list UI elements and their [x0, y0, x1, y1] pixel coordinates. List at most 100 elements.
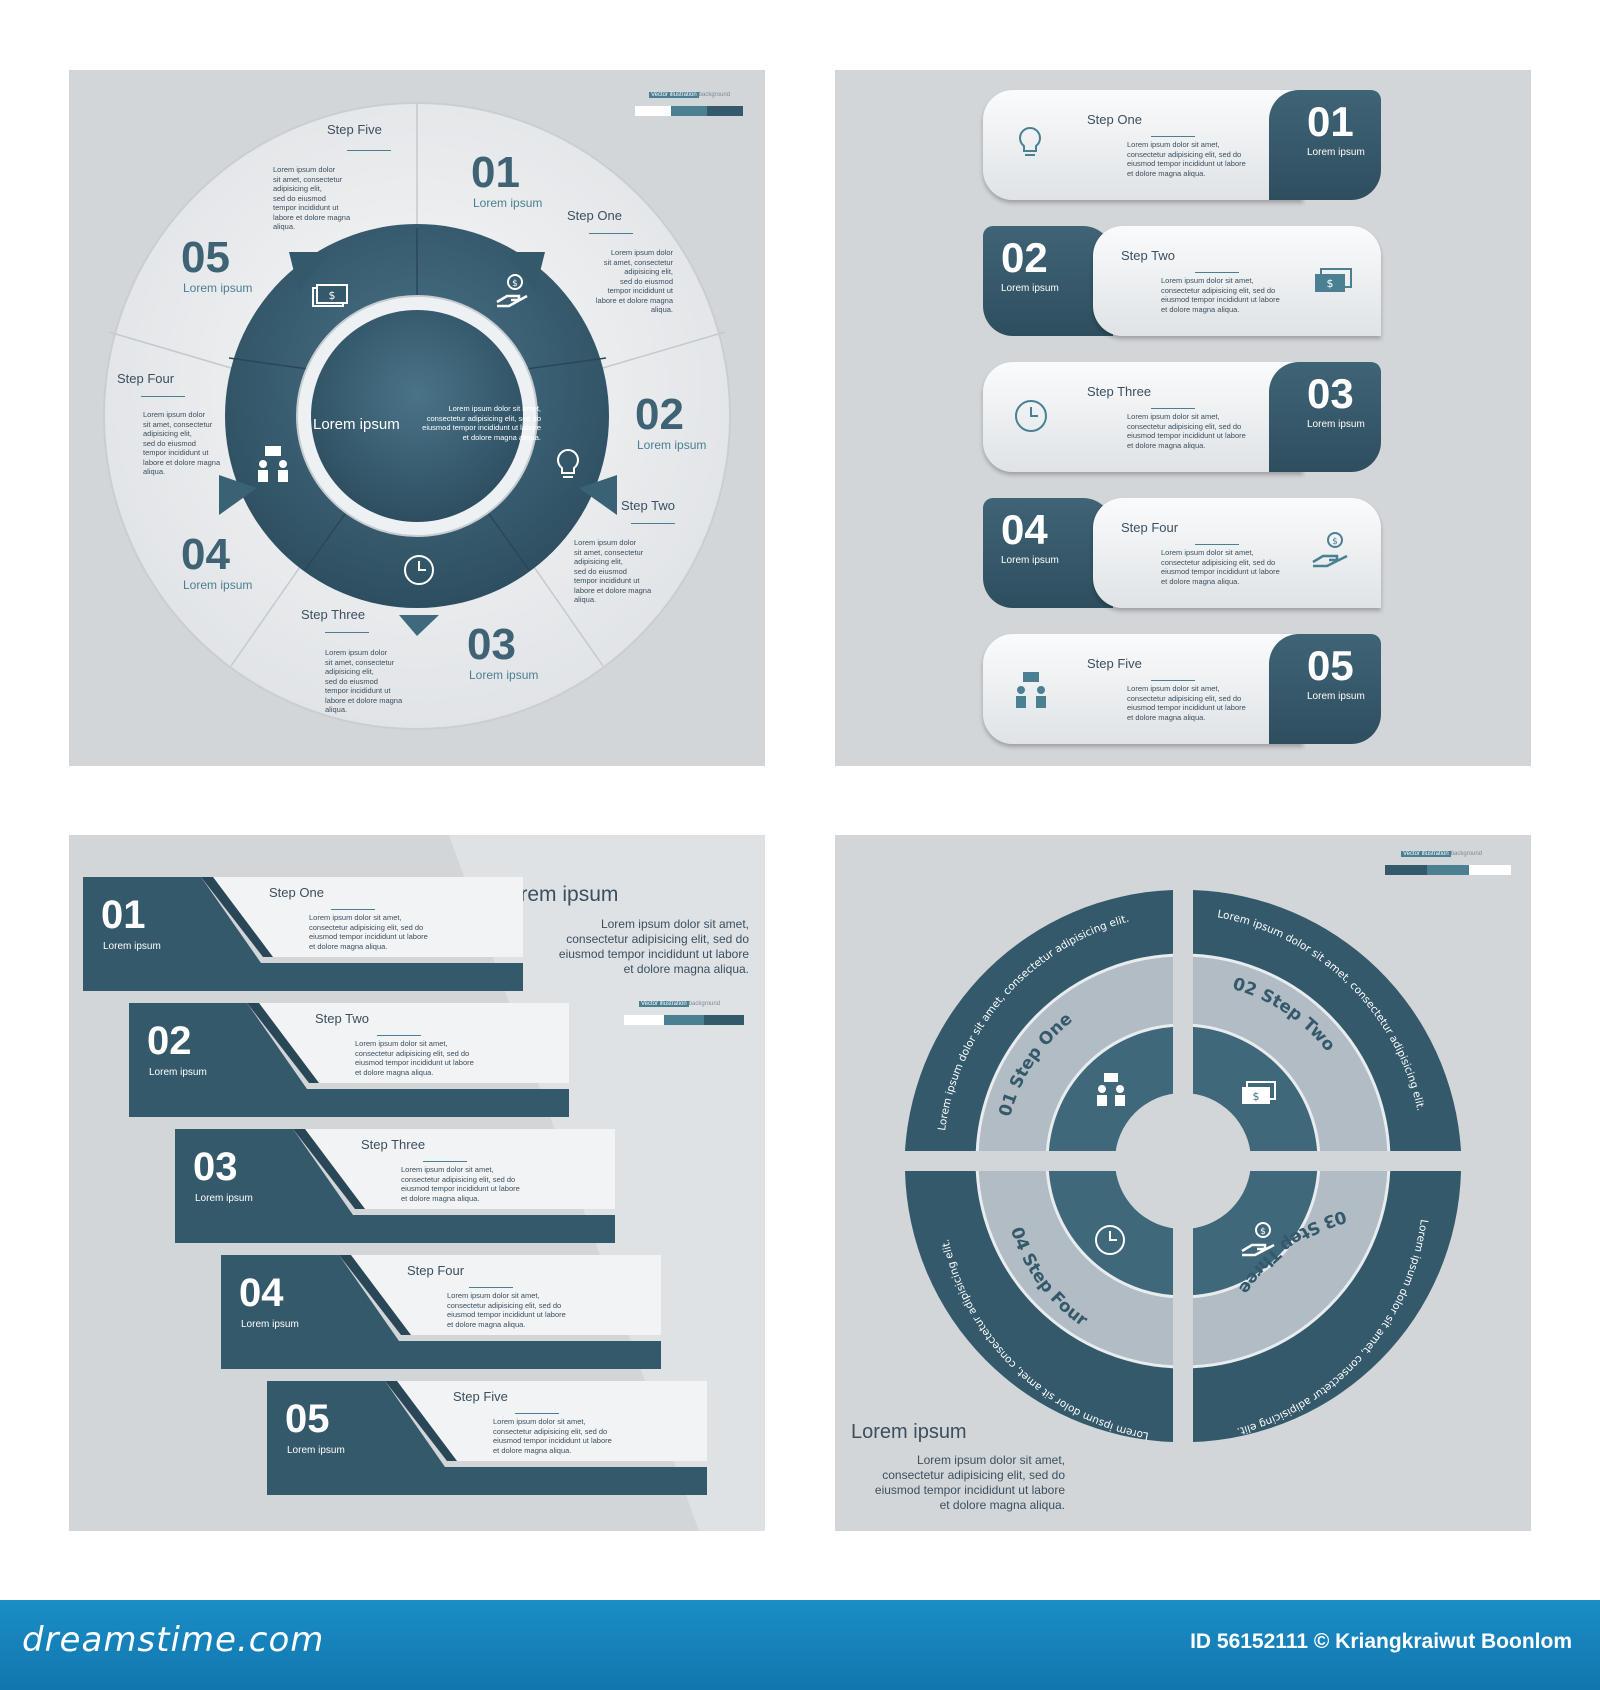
step-05-body: Lorem ipsum dolor sit amet, consectetur ad…	[273, 165, 351, 231]
quadrant-diagram: Lorem ipsum dolor sit amet, consectetur …	[895, 875, 1475, 1455]
row-02-tab	[983, 226, 1113, 336]
row-03-body: Lorem ipsum dolor sit amet, consectetur a…	[1127, 412, 1246, 450]
heading: Lorem ipsum	[851, 1421, 967, 1443]
money-icon: $	[1311, 266, 1355, 301]
row-05-body: Lorem ipsum dolor sit amet, consectetur a…	[493, 1417, 612, 1455]
step-05-sub: Lorem ipsum	[183, 281, 253, 295]
row-04-card	[1093, 498, 1381, 608]
hand-coin-icon: $	[493, 272, 533, 317]
row-04-number: 04	[239, 1271, 284, 1315]
step-02-body: Lorem ipsum dolor sit amet, consectetur ad…	[574, 538, 652, 604]
staircase-banners-panel: Lorem ipsum Lorem ipsum dolor sit amet, c…	[69, 835, 765, 1531]
row-05-card	[983, 634, 1303, 744]
step-05-number: 05	[181, 233, 230, 282]
banner-row-04	[221, 1255, 661, 1369]
row-04-sub: Lorem ipsum	[241, 1319, 299, 1330]
heading-body: Lorem ipsum dolor sit amet, consectetur a…	[558, 917, 749, 976]
step-03-number: 03	[467, 620, 516, 669]
row-01-title: Step One	[269, 885, 324, 900]
row-02-title: Step Two	[1121, 248, 1175, 263]
step-01-number: 01	[471, 148, 520, 197]
row-04-body: Lorem ipsum dolor sit amet, consectetur a…	[447, 1291, 566, 1329]
footer-brand[interactable]: dreamstime.com	[22, 1620, 325, 1660]
row-02-body: Lorem ipsum dolor sit amet, consectetur a…	[355, 1039, 474, 1077]
row-04-body: Lorem ipsum dolor sit amet, consectetur a…	[1161, 548, 1280, 586]
row-04-sub: Lorem ipsum	[1001, 555, 1059, 566]
row-01-title: Step One	[1087, 112, 1142, 127]
step-01-body: Lorem ipsum dolor sit amet, consectetur ad…	[595, 248, 673, 314]
row-04-number: 04	[1001, 506, 1048, 553]
row-01-body: Lorem ipsum dolor sit amet, consectetur a…	[309, 913, 428, 951]
step-05-title: Step Five	[327, 122, 382, 137]
tab-cards-panel: 01 Lorem ipsum Step One Lorem ipsum dolo…	[835, 70, 1531, 766]
step-01-title: Step One	[567, 208, 622, 223]
banner-row-01	[83, 877, 523, 991]
row-02-number: 02	[1001, 234, 1048, 281]
step-04-body: Lorem ipsum dolor sit amet, consectetur ad…	[143, 410, 221, 476]
row-03-sub: Lorem ipsum	[1307, 419, 1365, 430]
step-02-title: Step Two	[621, 498, 675, 513]
money-icon: $	[309, 282, 349, 317]
row-03-title: Step Three	[361, 1137, 426, 1152]
center-disc	[311, 310, 523, 522]
center-title: Lorem ipsum	[313, 416, 400, 433]
row-02-title: Step Two	[315, 1011, 369, 1026]
step-03-title: Step Three	[301, 607, 366, 622]
quadrant-circle-panel: Lorem ipsum dolor sit amet, consectetur …	[835, 835, 1531, 1531]
row-03-body: Lorem ipsum dolor sit amet, consectetur a…	[401, 1165, 520, 1203]
row-01-number: 01	[1307, 98, 1354, 145]
center-body: Lorem ipsum dolor sit amet, consectetur a…	[422, 404, 541, 442]
row-02-sub: Lorem ipsum	[1001, 283, 1059, 294]
row-01-sub: Lorem ipsum	[103, 941, 161, 952]
segment-dividers	[108, 103, 726, 667]
legend-label: Vector illustration background	[1401, 851, 1483, 857]
legend-label: Vector illustration background	[639, 1001, 721, 1007]
svg-text:$: $	[1327, 277, 1334, 290]
svg-text:$: $	[1260, 1227, 1266, 1237]
row-04-title: Step Four	[407, 1263, 465, 1278]
row-01-body: Lorem ipsum dolor sit amet, consectetur a…	[1127, 140, 1246, 178]
lightbulb-icon	[553, 446, 583, 487]
svg-text:$: $	[512, 279, 518, 289]
banner-row-02	[129, 1003, 569, 1117]
step-02-number: 02	[635, 390, 684, 439]
banner-row-03	[175, 1129, 615, 1243]
step-04-number: 04	[181, 530, 230, 579]
step-03-sub: Lorem ipsum	[469, 668, 539, 682]
row-01-sub: Lorem ipsum	[1307, 147, 1365, 158]
hand-coin-icon: $	[1309, 530, 1353, 577]
step-02-sub: Lorem ipsum	[637, 438, 707, 452]
row-05-number: 05	[285, 1397, 330, 1441]
circle-five-step-panel: Lorem ipsum Lorem ipsum dolor sit amet, c…	[69, 70, 765, 766]
meeting-icon	[1011, 670, 1051, 715]
step-04-title: Step Four	[117, 371, 175, 386]
row-03-sub: Lorem ipsum	[195, 1193, 253, 1204]
circle-diagram	[103, 102, 731, 730]
heading-body: Lorem ipsum dolor sit amet, consectetur a…	[874, 1453, 1065, 1512]
row-03-tab	[1269, 362, 1381, 472]
row-05-number: 05	[1307, 642, 1354, 689]
clock-icon	[1093, 1223, 1127, 1262]
meeting-icon	[1093, 1071, 1129, 1112]
svg-text:$: $	[1253, 1090, 1260, 1103]
lightbulb-icon	[1015, 124, 1045, 169]
row-01-tab	[1269, 90, 1381, 200]
meeting-icon	[253, 444, 293, 489]
step-04-sub: Lorem ipsum	[183, 578, 253, 592]
legend-label: Vector illustration background	[649, 92, 731, 98]
row-02-body: Lorem ipsum dolor sit amet, consectetur a…	[1161, 276, 1280, 314]
row-05-sub: Lorem ipsum	[1307, 691, 1365, 702]
row-03-title: Step Three	[1087, 384, 1152, 399]
row-05-title: Step Five	[1087, 656, 1142, 671]
row-02-number: 02	[147, 1019, 192, 1063]
row-04-tab	[983, 498, 1113, 608]
row-05-sub: Lorem ipsum	[287, 1445, 345, 1456]
svg-text:$: $	[1332, 537, 1338, 547]
footer-credit: ID 56152111 © Kriangkraiwut Boonlom	[1190, 1630, 1572, 1653]
hand-coin-icon: $	[1239, 1221, 1279, 1266]
row-01-number: 01	[101, 893, 146, 937]
footer-bar: dreamstime.com ID 56152111 © Kriangkraiw…	[0, 1600, 1600, 1690]
row-02-sub: Lorem ipsum	[149, 1067, 207, 1078]
row-05-body: Lorem ipsum dolor sit amet, consectetur a…	[1127, 684, 1246, 722]
clock-icon	[1013, 398, 1049, 439]
